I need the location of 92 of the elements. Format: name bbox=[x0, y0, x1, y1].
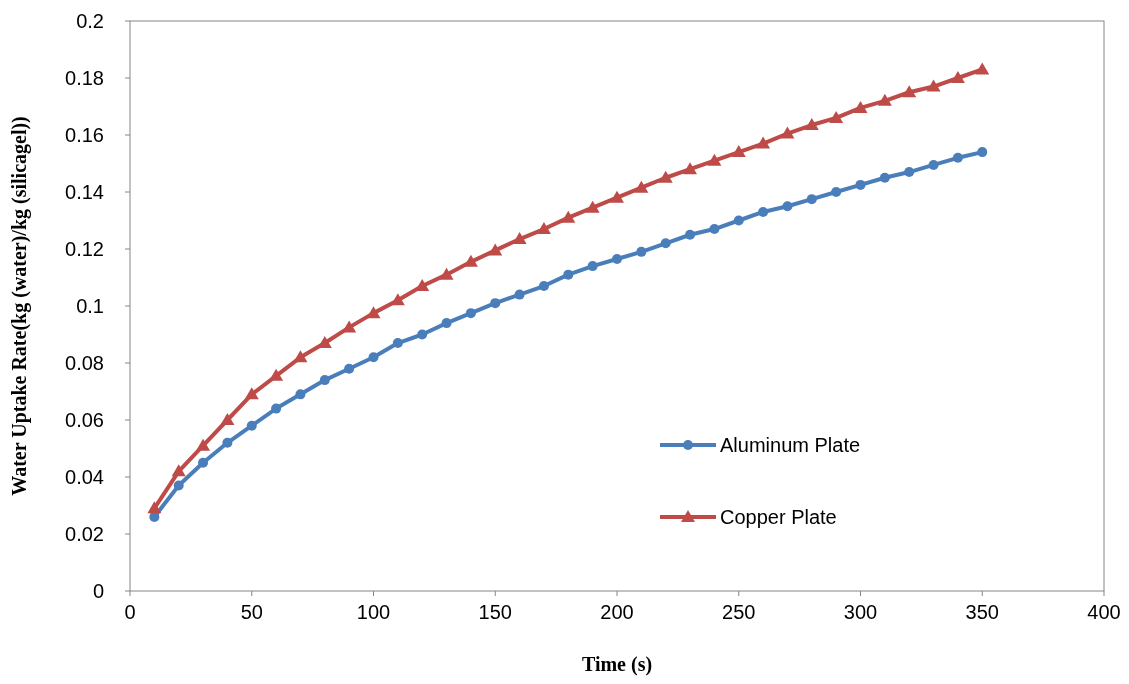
x-tick-label: 300 bbox=[843, 601, 878, 623]
point bbox=[536, 222, 551, 235]
y-tick-label: 0.06 bbox=[65, 409, 104, 431]
point bbox=[198, 457, 209, 468]
point bbox=[683, 162, 698, 175]
point bbox=[782, 201, 793, 212]
x-tick-label: 250 bbox=[722, 601, 756, 623]
x-tick-label: 200 bbox=[600, 601, 634, 623]
point bbox=[463, 254, 478, 267]
point bbox=[660, 238, 671, 249]
point bbox=[756, 136, 771, 149]
point bbox=[806, 194, 817, 205]
point bbox=[392, 338, 403, 349]
point bbox=[439, 267, 454, 280]
point bbox=[610, 190, 624, 203]
point bbox=[877, 93, 892, 106]
point bbox=[538, 281, 549, 292]
point bbox=[612, 253, 622, 264]
point bbox=[585, 200, 600, 213]
point bbox=[853, 100, 868, 113]
point bbox=[342, 320, 357, 333]
point bbox=[490, 298, 501, 309]
point bbox=[731, 145, 746, 158]
point bbox=[417, 329, 428, 340]
point bbox=[952, 152, 963, 163]
point bbox=[709, 224, 720, 235]
point bbox=[293, 350, 308, 363]
y-axis-title: Water Uptake Rate(kg (water)/kg (silicagel)) bbox=[8, 116, 31, 496]
point bbox=[563, 269, 574, 280]
point bbox=[902, 85, 917, 98]
y-tick-label: 0.1 bbox=[76, 295, 104, 317]
y-tick-label: 0.16 bbox=[65, 124, 104, 146]
y-tick-label: 0.2 bbox=[76, 10, 104, 32]
point bbox=[488, 243, 503, 256]
point bbox=[366, 306, 381, 319]
point bbox=[634, 180, 649, 193]
point bbox=[344, 363, 355, 374]
point bbox=[685, 229, 696, 240]
point bbox=[441, 318, 452, 329]
point bbox=[171, 464, 186, 477]
point bbox=[319, 375, 330, 386]
point bbox=[977, 147, 988, 158]
point bbox=[733, 215, 744, 226]
point bbox=[707, 153, 722, 166]
point bbox=[269, 368, 284, 381]
point bbox=[271, 403, 282, 414]
x-tick-label: 0 bbox=[124, 601, 136, 623]
x-tick-label: 350 bbox=[965, 601, 999, 623]
point bbox=[415, 279, 430, 292]
y-tick-label: 0.08 bbox=[65, 352, 104, 374]
point bbox=[561, 210, 576, 223]
legend-label: Aluminum Plate bbox=[720, 434, 861, 456]
x-tick-label: 50 bbox=[240, 601, 263, 623]
point bbox=[804, 118, 819, 131]
point bbox=[222, 437, 233, 448]
point bbox=[829, 110, 844, 123]
point bbox=[587, 261, 598, 272]
point bbox=[246, 420, 257, 431]
y-tick-label: 0 bbox=[92, 580, 104, 602]
point bbox=[758, 206, 769, 217]
point bbox=[950, 71, 965, 83]
point bbox=[879, 172, 890, 183]
y-tick-label: 0.18 bbox=[65, 67, 104, 89]
point bbox=[147, 501, 162, 514]
point bbox=[173, 480, 184, 491]
point bbox=[780, 126, 795, 139]
point bbox=[658, 170, 673, 183]
legend-label: Copper Plate bbox=[720, 506, 837, 528]
point bbox=[636, 246, 647, 257]
y-tick-label: 0.12 bbox=[65, 238, 104, 260]
x-axis-title: Time (s) bbox=[581, 653, 653, 676]
point bbox=[904, 167, 915, 178]
point bbox=[514, 289, 525, 300]
point bbox=[368, 352, 379, 363]
y-tick-label: 0.04 bbox=[65, 466, 104, 488]
point bbox=[295, 389, 306, 400]
x-tick-label: 150 bbox=[478, 601, 512, 623]
point bbox=[220, 413, 235, 425]
point bbox=[244, 387, 259, 400]
y-tick-label: 0.02 bbox=[65, 523, 104, 545]
point bbox=[196, 438, 211, 451]
y-tick-label: 0.14 bbox=[65, 181, 104, 203]
point bbox=[975, 62, 990, 75]
point bbox=[926, 79, 941, 92]
point bbox=[928, 159, 939, 170]
point bbox=[512, 232, 527, 245]
x-tick-label: 100 bbox=[356, 601, 391, 623]
point bbox=[465, 308, 476, 319]
point bbox=[831, 187, 842, 197]
x-tick-label: 400 bbox=[1087, 601, 1121, 623]
point bbox=[855, 179, 866, 190]
point bbox=[390, 293, 405, 306]
